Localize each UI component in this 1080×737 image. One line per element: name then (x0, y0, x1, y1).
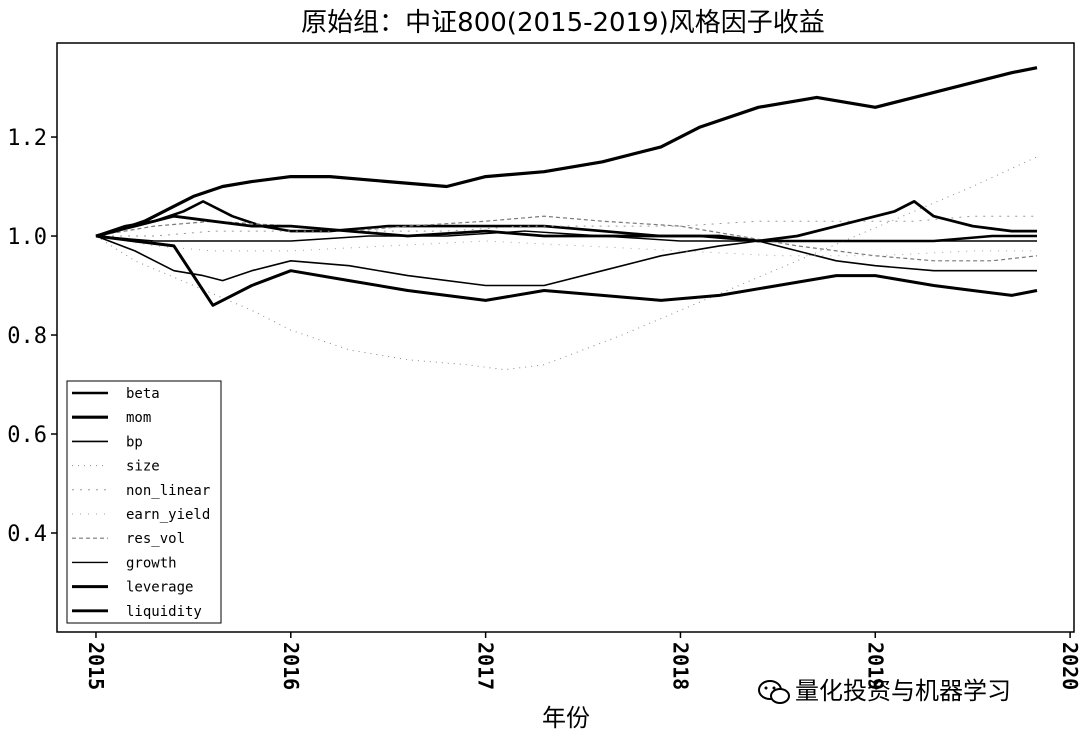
watermark-text: 量化投资与机器学习 (795, 677, 1011, 705)
x-axis-label: 年份 (542, 704, 590, 732)
legend-label: liquidity (126, 604, 202, 620)
legend-label: bp (126, 434, 143, 450)
y-tick-label: 1.0 (7, 225, 47, 250)
legend-label: non_linear (126, 483, 210, 499)
series-line-res-vol (95, 215, 1038, 262)
watermark: 量化投资与机器学习 (758, 677, 1011, 705)
series-line-mom (95, 66, 1038, 238)
series-line-leverage (95, 234, 1038, 307)
legend-label: earn_yield (126, 507, 210, 523)
series-line-growth (95, 230, 1037, 242)
legend-label: mom (126, 410, 151, 426)
plot-area (56, 42, 1075, 633)
x-tick-label: 2017 (474, 642, 498, 690)
x-tick-label: 2016 (279, 642, 303, 690)
y-tick-label: 1.2 (7, 126, 47, 151)
legend-label: res_vol (126, 531, 185, 547)
y-axis: 0.4 0.6 0.8 1.0 1.2 (7, 126, 57, 547)
series-lines (95, 66, 1038, 371)
x-tick-label: 2020 (1058, 642, 1080, 690)
legend-label: leverage (126, 580, 193, 596)
legend-label: size (126, 459, 160, 475)
legend-frame (66, 380, 222, 624)
legend: beta mom bp size non_linear earn_yield res_vol… (66, 380, 222, 624)
y-tick-label: 0.6 (7, 423, 47, 448)
chart-title: 原始组：中证800(2015-2019)风格因子收益 (301, 8, 825, 38)
wechat-icon (758, 680, 790, 704)
y-tick-label: 0.4 (7, 522, 47, 547)
x-tick-label: 2019 (863, 642, 887, 690)
x-axis: 2015 2016 2017 2018 2019 2020 (84, 632, 1080, 690)
x-tick-label: 2018 (668, 642, 692, 690)
series-line-liquidity (95, 199, 1037, 243)
legend-label: beta (126, 386, 160, 402)
series-line-bp (95, 235, 1037, 287)
x-tick-label: 2015 (84, 642, 108, 690)
y-tick-label: 0.8 (7, 324, 47, 349)
legend-label: growth (126, 555, 177, 571)
